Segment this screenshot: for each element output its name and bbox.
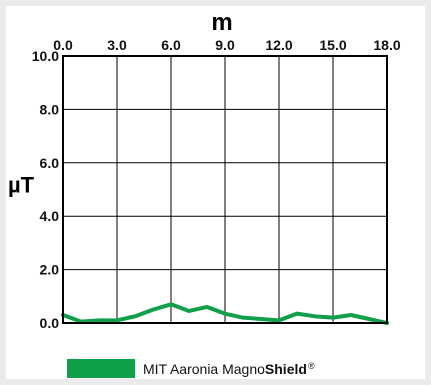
- x-tick-label: 0.0: [53, 37, 73, 53]
- y-tick-label: 2.0: [40, 262, 60, 278]
- y-tick-label: 0.0: [40, 315, 60, 331]
- y-axis-label: µT: [8, 173, 35, 198]
- legend-label-prefix: MIT Aaronia Magno: [143, 360, 265, 377]
- y-tick-label: 8.0: [40, 101, 60, 117]
- x-tick-label: 6.0: [161, 37, 181, 53]
- y-tick-label: 10.0: [32, 48, 59, 64]
- x-tick-label: 15.0: [319, 37, 346, 53]
- chart-panel: 0.0 3.0 6.0 9.0 12.0 15.0 18.0 10.0 8.0 6.0 4.0 2.…: [6, 6, 425, 379]
- x-tick-label: 12.0: [265, 37, 292, 53]
- series-line: [61, 302, 389, 325]
- plot-border: [62, 55, 388, 324]
- line-chart: 0.0 3.0 6.0 9.0 12.0 15.0 18.0 10.0 8.0 6.0 4.0 2.…: [8, 9, 401, 331]
- x-tick-label: 18.0: [373, 37, 400, 53]
- legend-label: MIT Aaronia Magno Shield ®: [143, 361, 315, 377]
- legend-swatch: [67, 359, 135, 378]
- x-axis-label: m: [211, 9, 232, 36]
- x-tick-labels: 0.0 3.0 6.0 9.0 12.0 15.0 18.0: [53, 37, 401, 53]
- legend-label-brand: Shield: [264, 360, 307, 377]
- y-tick-label: 4.0: [40, 208, 60, 224]
- grid: [62, 55, 388, 324]
- legend-label-registered: ®: [307, 360, 315, 371]
- y-tick-labels: 10.0 8.0 6.0 4.0 2.0 0.0: [32, 48, 59, 331]
- x-tick-label: 9.0: [215, 37, 235, 53]
- legend: MIT Aaronia Magno Shield ®: [67, 359, 315, 378]
- x-tick-label: 3.0: [107, 37, 127, 53]
- series-lines: [61, 302, 389, 325]
- y-tick-label: 6.0: [40, 155, 60, 171]
